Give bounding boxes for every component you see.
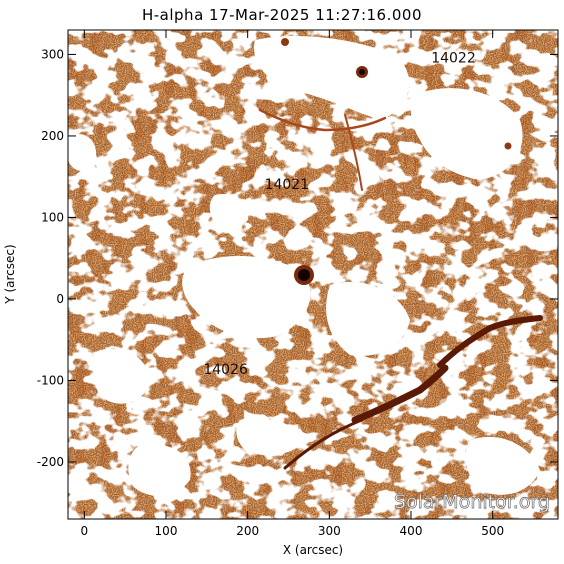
y-axis-ticks: 300 200 100 0 -100 -200 [37, 47, 558, 469]
x-tick-label: 0 [81, 524, 89, 538]
y-axis-title: Y (arcsec) [3, 244, 17, 304]
filaments [258, 108, 543, 470]
sunspots [281, 38, 512, 285]
plot-title: H-alpha 17-Mar-2025 11:27:16.000 [141, 6, 422, 24]
plage-regions [68, 35, 540, 496]
x-tick-label: 400 [400, 524, 423, 538]
region-label-14021: 14021 [265, 177, 310, 193]
y-tick-label: 100 [41, 210, 64, 224]
region-label-14026: 14026 [203, 362, 248, 378]
x-axis-title: X (arcsec) [283, 543, 343, 557]
active-region-labels: 14022 14021 14026 [203, 51, 475, 378]
x-tick-label: 300 [318, 524, 341, 538]
x-tick-label: 200 [236, 524, 259, 538]
y-tick-label: 200 [41, 129, 64, 143]
x-tick-label: 100 [155, 524, 178, 538]
x-tick-label: 500 [481, 524, 504, 538]
y-tick-label: -200 [37, 455, 64, 469]
solar-image: 14022 14021 14026 SolarMonitor.org [68, 30, 558, 519]
watermark-text: SolarMonitor.org [394, 491, 550, 513]
y-tick-label: 300 [41, 47, 64, 61]
y-tick-label: -100 [37, 373, 64, 387]
plot-frame [67, 29, 559, 520]
x-axis-ticks: 0 100 200 300 400 500 [81, 30, 504, 538]
y-tick-label: 0 [56, 292, 64, 306]
region-label-14022: 14022 [431, 51, 476, 67]
